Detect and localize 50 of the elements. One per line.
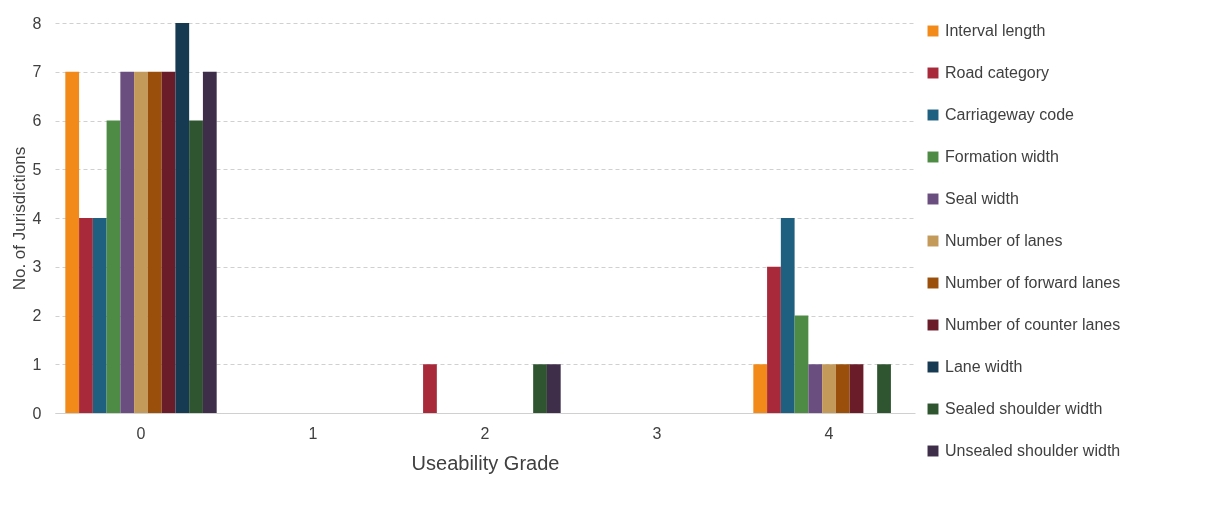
y-tick-label: 0 (32, 404, 42, 422)
legend-label: Interval length (945, 22, 1046, 39)
legend-label: Number of forward lanes (945, 274, 1121, 291)
bar (753, 364, 768, 413)
bar (780, 218, 795, 413)
bar (835, 364, 850, 413)
bar (423, 364, 437, 413)
bar (767, 266, 781, 413)
y-tick-label: 7 (32, 63, 42, 81)
y-tick-label: 5 (32, 160, 42, 178)
bar (134, 71, 148, 413)
y-tick-label: 2 (32, 307, 42, 324)
legend-label: Unsealed shoulder width (945, 442, 1121, 459)
legend-label: Seal width (945, 190, 1019, 207)
legend-label: Lane width (945, 358, 1023, 375)
bar (533, 364, 547, 413)
y-tick-label: 1 (32, 355, 42, 373)
bar (79, 218, 93, 413)
bar (794, 315, 809, 413)
legend-label: Number of lanes (945, 232, 1063, 249)
x-tick-label: 3 (652, 424, 662, 442)
bar (161, 71, 176, 413)
y-tick-label: 3 (32, 258, 42, 276)
bar (189, 120, 203, 413)
bar (65, 71, 80, 413)
bar (92, 218, 107, 413)
bar (147, 71, 162, 413)
y-tick-label: 4 (32, 209, 42, 227)
legend-label: Number of counter lanes (945, 316, 1121, 333)
y-tick-label: 8 (32, 14, 42, 32)
x-axis-title: Useability Grade (411, 451, 560, 474)
bar (877, 364, 891, 413)
legend-label: Formation width (945, 148, 1059, 165)
bar (822, 364, 836, 413)
legend-label: Road category (945, 64, 1050, 81)
legend-label: Sealed shoulder width (945, 400, 1103, 417)
bar (106, 120, 121, 413)
x-tick-label: 2 (480, 424, 490, 442)
x-tick-label: 1 (308, 424, 318, 442)
legend-label: Carriageway code (945, 106, 1075, 123)
bar (202, 71, 217, 413)
bar (849, 364, 864, 413)
bar (175, 23, 190, 413)
bar (120, 71, 135, 413)
bar (546, 364, 561, 413)
bar (808, 364, 823, 413)
y-axis-title: No. of Jurisdictions (9, 146, 29, 291)
y-tick-label: 6 (32, 112, 42, 129)
x-tick-label: 0 (136, 424, 146, 442)
x-tick-label: 4 (824, 424, 834, 442)
